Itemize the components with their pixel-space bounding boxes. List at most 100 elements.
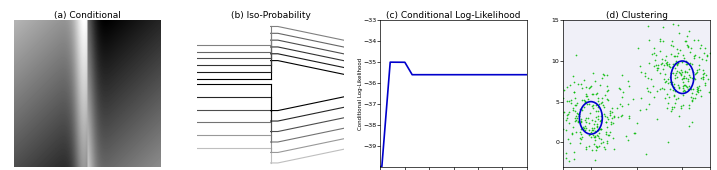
Point [579,78,590,81]
Point [587,119,598,121]
Point [698,69,709,71]
Point [602,141,613,144]
Point [644,91,655,93]
Point [594,127,606,130]
Point [576,118,587,120]
Point [670,77,681,79]
Point [622,79,634,82]
Point [576,138,587,140]
Point [672,97,683,99]
Point [592,123,603,126]
Point [581,126,592,129]
Point [697,75,708,78]
Point [581,86,592,89]
Point [675,49,686,52]
Point [714,68,717,71]
Point [567,75,579,77]
Point [584,133,596,136]
Point [665,66,676,69]
Point [608,115,619,117]
Point [681,44,693,47]
Point [663,101,674,104]
Point [686,92,698,95]
Point [678,81,689,84]
Point [607,137,618,139]
Point [587,93,599,96]
Point [612,116,624,119]
Point [601,126,612,129]
Point [609,148,620,150]
Point [576,98,587,101]
Point [663,141,674,143]
Point [648,52,660,54]
Point [643,62,655,64]
Point [681,63,693,66]
Point [576,135,587,138]
Point [686,121,698,123]
Point [665,44,677,47]
Point [703,91,715,94]
Point [561,100,572,103]
Point [593,137,604,140]
Point [587,104,599,107]
Point [551,122,562,124]
Point [574,142,585,144]
Point [554,134,566,136]
Point [696,58,708,61]
Point [556,114,568,117]
Point [677,90,688,92]
Point [687,77,698,79]
Point [572,120,584,123]
Point [682,45,693,48]
Point [694,47,706,49]
Point [602,89,613,91]
Point [698,72,710,75]
Point [699,47,711,49]
Point [590,149,602,152]
Point [647,84,658,87]
Point [587,93,598,96]
Point [589,122,600,125]
Point [689,96,701,99]
Point [673,114,685,117]
Point [639,74,650,77]
Point [589,136,601,139]
Point [700,58,711,61]
Point [652,67,663,70]
Point [710,80,717,83]
Point [604,131,616,133]
Title: (a) Conditional: (a) Conditional [54,11,121,20]
Point [602,99,614,101]
Point [572,112,584,115]
Point [568,151,579,154]
Point [683,68,695,71]
Point [595,128,607,131]
Point [685,96,696,98]
Point [591,146,602,149]
Point [621,134,632,137]
Point [702,54,713,57]
Point [661,93,673,96]
Point [598,141,609,143]
Point [602,134,614,137]
Point [707,72,717,75]
Point [671,75,683,78]
Point [571,101,583,104]
Point [704,52,716,54]
Point [581,94,593,97]
Point [600,132,612,135]
Point [673,83,684,86]
Point [707,63,717,66]
Point [590,116,602,118]
Point [556,116,568,119]
Point [569,91,580,93]
Point [560,118,571,121]
Point [577,128,589,131]
Point [688,87,699,90]
Point [599,94,610,97]
Point [669,62,680,64]
Point [590,145,602,148]
Point [680,39,692,42]
Point [655,50,666,53]
Point [592,129,604,131]
